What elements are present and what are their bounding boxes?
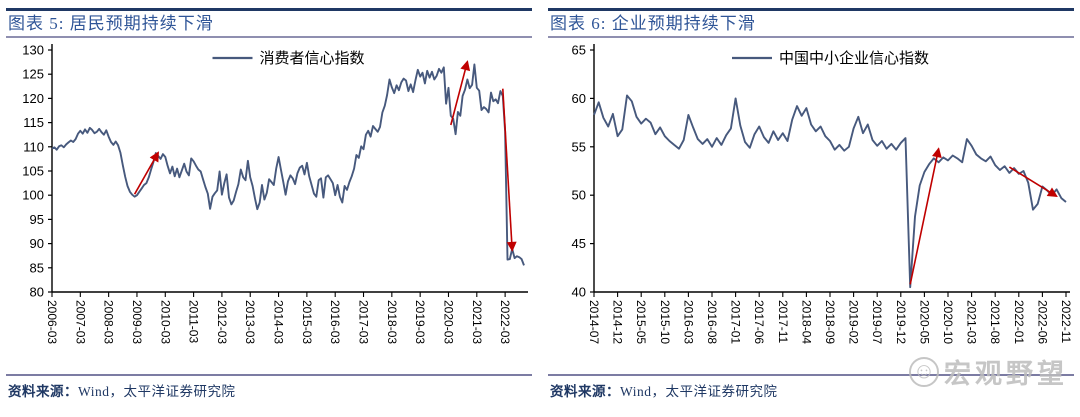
x-tick-label: 2022-06 xyxy=(1035,300,1049,344)
legend-label: 消费者信心指数 xyxy=(260,50,365,67)
source-label: 资料来源： xyxy=(8,384,78,399)
x-tick-label: 2016-03 xyxy=(681,300,695,344)
chart-title: 图表 6: 企业预期持续下滑 xyxy=(550,14,756,33)
source-text: Wind，太平洋证券研究院 xyxy=(78,384,236,399)
title-rule xyxy=(6,36,532,38)
figure-panel-left: 图表 5: 居民预期持续下滑 80 85 90 95 100 105 110 115 120 12… xyxy=(6,0,532,417)
y-tick-label: 125 xyxy=(22,67,44,82)
legend-label: 中国中小企业信心指数 xyxy=(779,49,929,67)
figure-panel-right: 图表 6: 企业预期持续下滑 40 45 50 55 60 65 2014-07 2014-1… xyxy=(548,0,1074,417)
x-tick-label: 2021-08 xyxy=(988,300,1002,344)
y-tick-label: 90 xyxy=(30,236,44,251)
trend-arrow xyxy=(450,60,471,126)
trend-arrow xyxy=(502,88,517,252)
source-line: 资料来源：Wind，太平洋证券研究院 xyxy=(548,376,1074,400)
source-line: 资料来源：Wind，太平洋证券研究院 xyxy=(6,376,532,400)
y-tick-label: 130 xyxy=(22,43,44,58)
consumer-confidence-chart: 80 85 90 95 100 105 110 115 120 125 130 2006-03 2007… xyxy=(6,38,532,374)
y-tick-label: 60 xyxy=(572,91,586,106)
x-tick-label: 2019-03 xyxy=(413,300,427,344)
source-text: Wind，太平洋证券研究院 xyxy=(620,384,778,399)
y-tick-label: 85 xyxy=(30,260,44,275)
x-tick-label: 2016-03 xyxy=(328,300,342,344)
x-tick-label: 2019-07 xyxy=(870,300,884,344)
x-tick-label: 2014-03 xyxy=(272,300,286,344)
series-line xyxy=(593,94,1067,289)
source-label: 资料来源： xyxy=(550,384,620,399)
x-tick-label: 2020-03 xyxy=(441,300,455,344)
x-tick-label: 2022-01 xyxy=(1012,300,1026,344)
trend-arrow xyxy=(133,151,159,195)
x-tick-label: 2016-08 xyxy=(705,300,719,344)
x-tick-label: 2017-01 xyxy=(729,300,743,344)
y-tick-label: 50 xyxy=(572,188,586,203)
x-tick-label: 2017-11 xyxy=(776,300,790,343)
trend-arrow xyxy=(1008,166,1058,197)
x-tick-label: 2013-03 xyxy=(243,300,257,344)
x-tick-label: 2008-03 xyxy=(102,300,116,344)
y-tick-label: 105 xyxy=(22,164,44,179)
x-tick-label: 2022-03 xyxy=(498,300,512,344)
x-tick-label: 2011-03 xyxy=(187,300,201,343)
y-tick-label: 40 xyxy=(572,285,586,300)
x-tick-label: 2018-04 xyxy=(799,300,813,344)
y-tick-label: 115 xyxy=(23,115,44,130)
x-tick-label: 2021-03 xyxy=(965,300,979,344)
x-tick-label: 2021-03 xyxy=(470,300,484,344)
x-tick-label: 2018-03 xyxy=(385,300,399,344)
x-tick-label: 2017-03 xyxy=(357,300,371,344)
x-tick-label: 2007-03 xyxy=(73,300,87,344)
x-tick-label: 2015-10 xyxy=(658,300,672,344)
x-tick-label: 2019-02 xyxy=(847,300,861,344)
footer-rule xyxy=(6,374,532,376)
y-tick-label: 100 xyxy=(22,188,44,203)
x-tick-label: 2019-12 xyxy=(894,300,908,344)
footer-rule xyxy=(548,374,1074,376)
top-rule xyxy=(548,8,1074,11)
sme-confidence-chart: 40 45 50 55 60 65 2014-07 2014-12 2015-05 2015-10… xyxy=(548,38,1074,374)
consumer-confidence-chart-svg: 80 85 90 95 100 105 110 115 120 125 130 2006-03 2007… xyxy=(22,43,528,344)
series-line xyxy=(51,63,525,266)
y-tick-label: 45 xyxy=(572,236,586,251)
y-tick-label: 65 xyxy=(572,43,586,58)
x-tick-label: 2022-11 xyxy=(1059,300,1073,343)
x-tick-label: 2020-05 xyxy=(917,300,931,344)
x-tick-label: 2010-03 xyxy=(158,300,172,344)
x-tick-label: 2018-09 xyxy=(823,300,837,344)
sme-confidence-chart-svg: 40 45 50 55 60 65 2014-07 2014-12 2015-05 2015-10… xyxy=(572,43,1073,345)
y-tick-label: 55 xyxy=(572,139,586,154)
x-tick-label: 2006-03 xyxy=(45,300,59,344)
x-tick-label: 2014-12 xyxy=(611,300,625,344)
x-tick-label: 2012-03 xyxy=(215,300,229,344)
y-tick-label: 95 xyxy=(30,212,44,227)
trend-arrow xyxy=(909,147,942,285)
y-tick-label: 120 xyxy=(22,91,44,106)
chart-title: 图表 5: 居民预期持续下滑 xyxy=(8,14,214,33)
y-tick-label: 80 xyxy=(30,285,44,300)
x-tick-label: 2015-05 xyxy=(634,300,648,344)
title-rule xyxy=(548,36,1074,38)
x-tick-label: 2014-07 xyxy=(587,300,601,344)
x-tick-label: 2015-03 xyxy=(300,300,314,344)
y-tick-label: 110 xyxy=(23,139,44,154)
x-tick-label: 2020-10 xyxy=(941,300,955,344)
x-tick-label: 2009-03 xyxy=(130,300,144,344)
x-tick-label: 2017-06 xyxy=(752,300,766,344)
top-rule xyxy=(6,8,532,11)
